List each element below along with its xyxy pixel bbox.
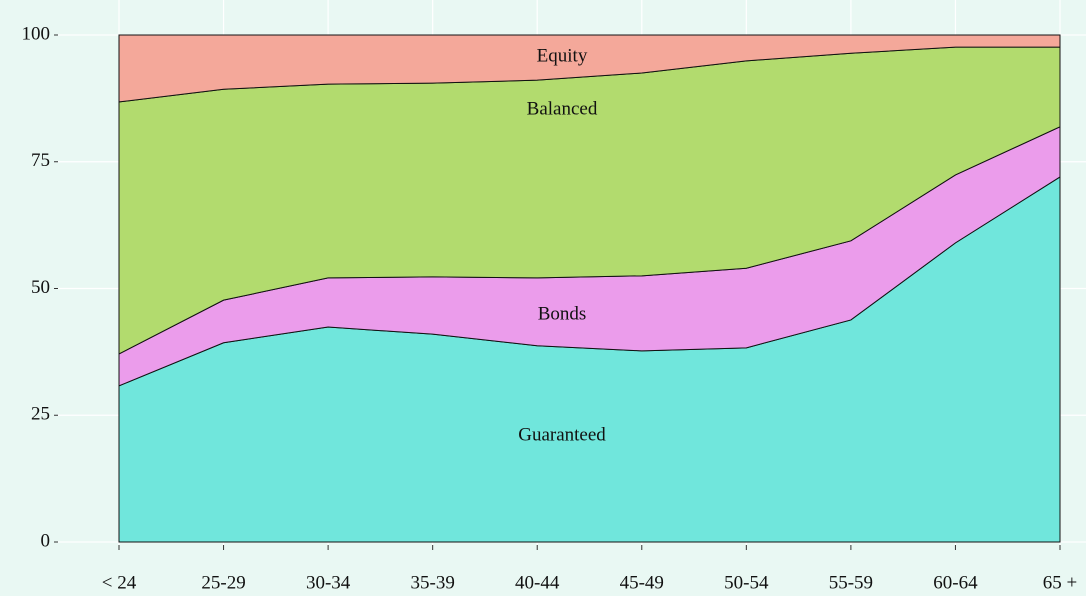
x-tick-label: 30-34 <box>306 572 351 593</box>
area <box>118 34 1061 103</box>
area-label: Balanced <box>527 98 598 119</box>
x-tick-label: 35-39 <box>411 572 455 593</box>
y-tick-label: 75 <box>31 150 50 171</box>
x-tick-label: < 24 <box>102 572 137 593</box>
x-tick-label: 25-29 <box>201 572 245 593</box>
x-tick-label: 65 + <box>1043 572 1077 593</box>
y-tick-label: 0 <box>41 530 51 551</box>
x-tick-label: 40-44 <box>515 572 560 593</box>
x-tick-label: 50-54 <box>724 572 769 593</box>
area-label: Equity <box>537 45 588 66</box>
x-tick-label: 55-59 <box>829 572 873 593</box>
y-tick-label: 100 <box>22 23 51 44</box>
area-label: Guaranteed <box>518 424 606 445</box>
area-label: Bonds <box>538 303 587 324</box>
x-tick-label: 45-49 <box>620 572 664 593</box>
y-tick-label: 25 <box>31 404 50 425</box>
x-tick-label: 60-64 <box>933 572 978 593</box>
y-tick-label: 50 <box>31 277 50 298</box>
